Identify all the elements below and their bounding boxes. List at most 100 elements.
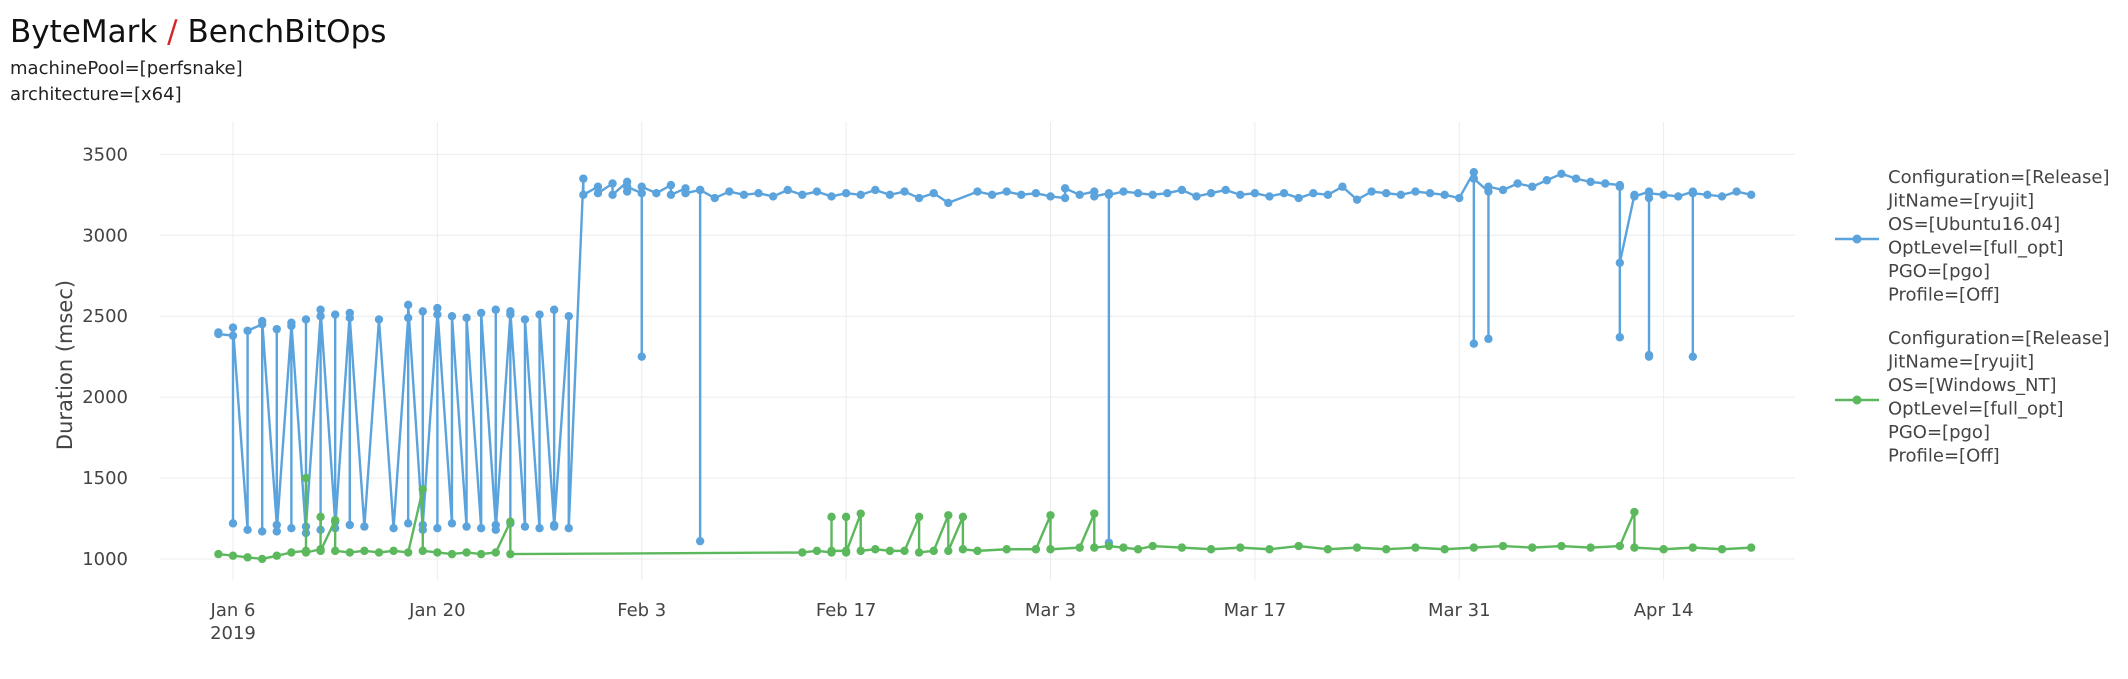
data-point <box>491 525 500 535</box>
data-point <box>1396 190 1406 200</box>
data-point <box>287 524 296 533</box>
data-point <box>1659 190 1668 200</box>
data-point <box>1484 182 1493 191</box>
data-point <box>447 549 457 559</box>
data-point <box>1177 185 1187 195</box>
data-point <box>433 310 442 319</box>
data-point <box>1498 185 1508 195</box>
data-point <box>506 549 515 559</box>
data-point <box>1557 541 1566 551</box>
legend-item-ubuntu[interactable]: Configuration=[Release]JitName=[ryujit]O… <box>1835 167 2110 306</box>
data-point <box>345 548 354 557</box>
data-point <box>257 316 267 326</box>
data-point <box>929 189 938 198</box>
data-point <box>330 310 340 319</box>
legend-label-line: Profile=[Off] <box>1888 285 2000 306</box>
x-tick-year-label: 2019 <box>210 623 256 644</box>
data-point <box>1542 176 1552 185</box>
x-tick-label: Mar 3 <box>1025 600 1076 621</box>
data-point <box>1659 545 1668 554</box>
data-point <box>330 515 340 525</box>
data-point <box>491 548 500 557</box>
data-point <box>1382 545 1391 554</box>
data-point <box>1498 541 1508 551</box>
data-point <box>272 551 281 560</box>
data-point <box>1148 541 1157 551</box>
data-point <box>1513 179 1522 188</box>
y-tick-label: 3500 <box>82 144 128 165</box>
data-point <box>1528 543 1537 552</box>
data-point <box>360 546 369 556</box>
data-point <box>695 536 705 546</box>
data-point <box>374 315 384 324</box>
data-point <box>1469 174 1479 183</box>
series-ubuntu <box>214 167 1756 547</box>
data-point <box>1221 185 1230 195</box>
data-point <box>462 548 471 557</box>
data-point <box>666 190 676 200</box>
y-tick-label: 1500 <box>82 468 128 489</box>
data-point <box>1411 543 1420 552</box>
data-point <box>754 189 763 198</box>
data-point <box>1630 507 1639 517</box>
data-point <box>360 522 369 531</box>
data-point <box>1104 541 1114 551</box>
x-tick-label: Feb 3 <box>617 600 666 621</box>
data-point <box>447 519 457 528</box>
data-point <box>1031 189 1041 198</box>
data-point <box>228 331 238 340</box>
data-point <box>695 185 705 195</box>
data-point <box>1206 189 1216 198</box>
data-point <box>1075 543 1084 552</box>
data-point <box>1688 543 1698 552</box>
data-point <box>535 310 544 319</box>
data-point <box>1090 192 1099 201</box>
legend-swatch-marker <box>1852 395 1862 405</box>
data-point <box>214 329 223 339</box>
data-point <box>243 326 252 335</box>
data-point <box>1104 190 1114 200</box>
data-point <box>1411 187 1420 196</box>
y-tick-label: 3000 <box>82 225 128 246</box>
data-point <box>491 305 500 314</box>
data-point <box>1425 189 1435 198</box>
data-point <box>637 182 646 191</box>
data-point <box>1046 192 1055 201</box>
data-point <box>418 307 427 316</box>
title-benchmark-group[interactable]: ByteMark <box>10 14 158 50</box>
data-point <box>403 300 413 310</box>
data-point <box>1717 545 1727 554</box>
data-point <box>914 193 924 203</box>
data-point <box>1279 189 1289 198</box>
legend-item-windows[interactable]: Configuration=[Release]JitName=[ryujit]O… <box>1835 328 2110 467</box>
data-point <box>652 189 661 198</box>
legend-label-line: OptLevel=[full_opt] <box>1888 238 2064 259</box>
data-point <box>914 548 924 557</box>
y-tick-label: 2000 <box>82 387 128 408</box>
data-point <box>1747 190 1756 200</box>
data-point <box>1075 190 1084 200</box>
data-point <box>666 180 676 190</box>
data-point <box>871 545 880 554</box>
data-point <box>579 174 588 183</box>
data-point <box>841 512 851 522</box>
data-point <box>214 549 223 559</box>
data-point <box>228 519 238 528</box>
data-point <box>856 509 865 518</box>
data-point <box>1031 545 1041 554</box>
legend-label-line: PGO=[pgo] <box>1888 261 1990 282</box>
data-point <box>1002 187 1011 196</box>
data-point <box>535 524 544 533</box>
data-point <box>374 548 384 557</box>
data-point <box>1732 187 1741 196</box>
data-point <box>345 520 354 530</box>
data-point <box>841 548 851 557</box>
data-point <box>316 305 325 314</box>
data-point <box>433 303 442 313</box>
data-point <box>1688 352 1698 361</box>
data-point <box>316 312 325 321</box>
data-point <box>944 198 953 208</box>
data-point <box>462 522 471 531</box>
data-point <box>403 519 413 528</box>
